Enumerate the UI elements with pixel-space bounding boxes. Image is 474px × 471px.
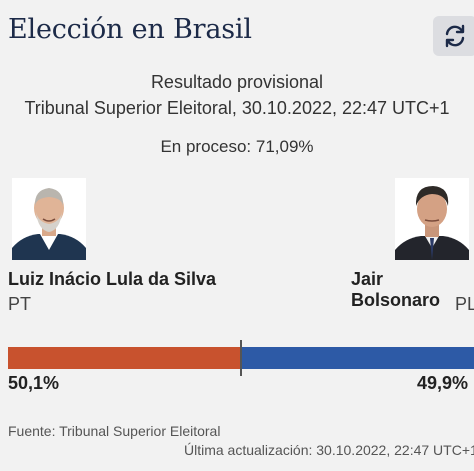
candidate-photo-bolsonaro — [395, 178, 469, 260]
last-updated: Última actualización: 30.10.2022, 22:47 … — [184, 442, 474, 458]
vote-share-bar-lula — [8, 347, 242, 369]
candidate-party-lula: PT — [8, 294, 32, 314]
refresh-button[interactable] — [433, 16, 474, 56]
result-status: Resultado provisional — [150, 72, 324, 92]
vote-percent-lula: 50,1% — [8, 373, 60, 393]
page-title: Elección en Brasil — [8, 14, 252, 45]
candidate-name-bolsonaro: Jair Bolsonaro — [351, 269, 441, 310]
candidate-name-lula: Luiz Inácio Lula da Silva — [8, 269, 217, 289]
counting-progress: En proceso: 71,09% — [160, 137, 314, 156]
refresh-icon — [445, 24, 465, 48]
vote-percent-bolsonaro: 49,9% — [417, 373, 469, 393]
result-source-date: Tribunal Superior Eleitoral, 30.10.2022,… — [24, 98, 450, 118]
source-note: Fuente: Tribunal Superior Eleitoral — [8, 423, 221, 439]
candidate-party-bolsonaro: PL — [455, 294, 474, 314]
vote-share-bar — [8, 347, 474, 369]
vote-share-bar-bolsonaro — [241, 347, 474, 369]
majority-marker — [240, 340, 242, 376]
candidate-photo-lula — [12, 178, 86, 260]
